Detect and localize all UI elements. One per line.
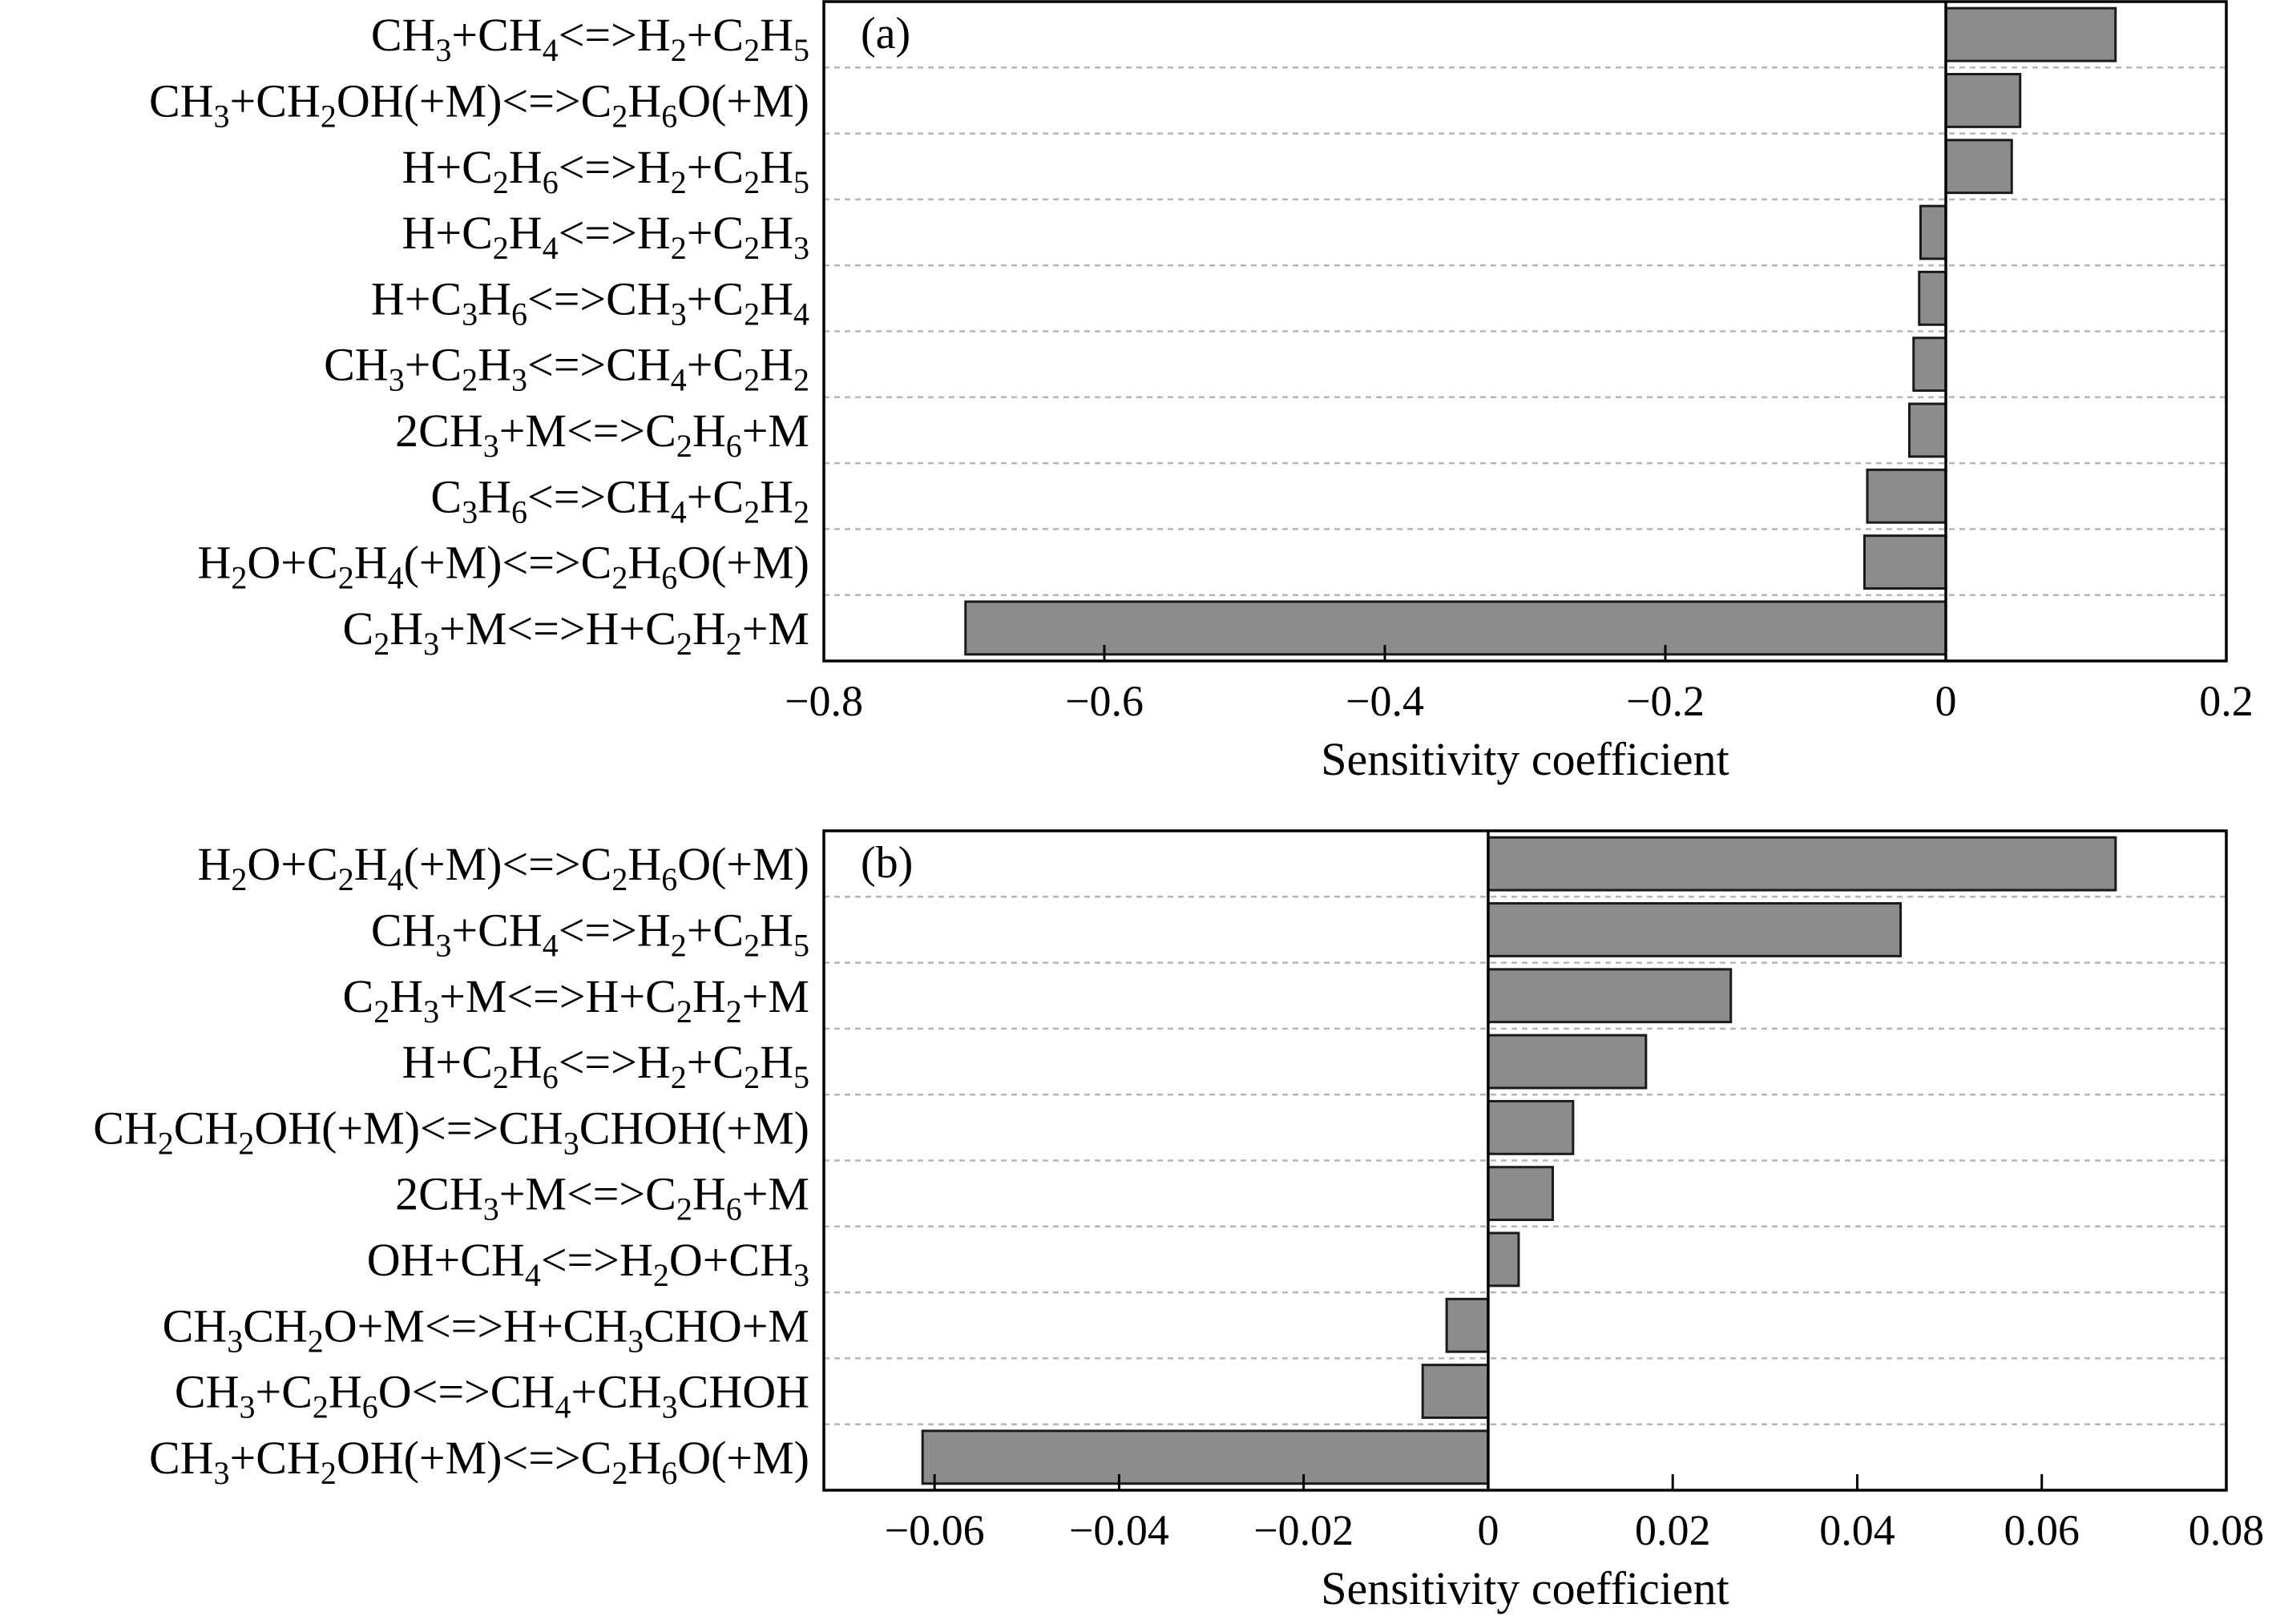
bar-b-5 bbox=[1487, 1099, 1575, 1155]
bar-b-3 bbox=[1487, 968, 1733, 1024]
x-tick-label: 0.04 bbox=[1819, 1506, 1895, 1554]
reaction-label: C2H3+M<=>H+C2H2+M bbox=[343, 602, 809, 662]
bar-a-7 bbox=[1908, 402, 1947, 458]
reaction-label: H+C2H4<=>H2+C2H3 bbox=[402, 207, 809, 266]
reaction-label: CH2CH2OH(+M)<=>CH3CHOH(+M) bbox=[93, 1102, 809, 1161]
bar-a-1 bbox=[1944, 6, 2117, 62]
reaction-label: CH3+CH4<=>H2+C2H5 bbox=[371, 904, 809, 963]
reaction-label: 2CH3+M<=>C2H6+M bbox=[395, 405, 809, 464]
x-tick-label: 0 bbox=[1477, 1506, 1499, 1554]
bar-a-6 bbox=[1912, 336, 1947, 393]
bar-b-2 bbox=[1487, 902, 1903, 957]
bar-a-4 bbox=[1919, 204, 1947, 260]
x-tick-label: 0 bbox=[1935, 677, 1957, 725]
reaction-label: OH+CH4<=>H2O+CH3 bbox=[367, 1234, 809, 1293]
reaction-label: CH3+CH4<=>H2+C2H5 bbox=[371, 9, 809, 68]
bar-a-2 bbox=[1944, 73, 2022, 128]
x-axis-title: Sensitivity coefficient bbox=[1321, 733, 1729, 785]
reaction-label: H+C3H6<=>CH3+C2H4 bbox=[371, 272, 809, 332]
reaction-label: C3H6<=>CH4+C2H2 bbox=[430, 470, 809, 530]
reaction-label: H2O+C2H4(+M)<=>C2H6O(+M) bbox=[198, 537, 809, 596]
bar-a-10 bbox=[964, 600, 1947, 656]
reaction-label: CH3+C2H6O<=>CH4+CH3CHOH bbox=[175, 1366, 809, 1425]
reaction-label: H+C2H6<=>H2+C2H5 bbox=[402, 141, 809, 200]
reaction-label: CH3CH2O+M<=>H+CH3CHO+M bbox=[163, 1300, 809, 1359]
bar-b-6 bbox=[1487, 1166, 1555, 1222]
panel-label: (a) bbox=[861, 9, 910, 58]
x-tick-label: −0.04 bbox=[1069, 1506, 1169, 1554]
plot-frame bbox=[822, 0, 2228, 663]
x-tick-label: 0.2 bbox=[2199, 677, 2254, 725]
panel-a: −0.8 −0.6 −0.4 −0.2 0 0.2 CH3+CH4<=>H2+C2H5 CH3… bbox=[149, 0, 2254, 785]
reaction-label: H2O+C2H4(+M)<=>C2H6O(+M) bbox=[198, 838, 809, 897]
reaction-label: CH3+CH2OH(+M)<=>C2H6O(+M) bbox=[149, 1432, 809, 1491]
x-axis-title: Sensitivity coefficient bbox=[1321, 1562, 1729, 1614]
x-tick-label: 0.08 bbox=[2189, 1506, 2265, 1554]
bar-a-9 bbox=[1863, 534, 1947, 590]
x-tick-label: 0.02 bbox=[1635, 1506, 1711, 1554]
reaction-label: 2CH3+M<=>C2H6+M bbox=[395, 1168, 809, 1227]
reaction-label: CH3+C2H3<=>CH4+C2H2 bbox=[324, 339, 809, 398]
bar-b-9 bbox=[1421, 1364, 1490, 1419]
reaction-label: H+C2H6<=>H2+C2H5 bbox=[402, 1036, 809, 1095]
x-tick-label: −0.8 bbox=[785, 677, 863, 725]
x-tick-label: −0.2 bbox=[1626, 677, 1705, 725]
bar-b-7 bbox=[1487, 1231, 1520, 1288]
bar-a-3 bbox=[1944, 139, 2013, 195]
reaction-label: C2H3+M<=>H+C2H2+M bbox=[343, 970, 809, 1030]
bar-b-1 bbox=[1487, 836, 2117, 892]
x-tick-label: −0.02 bbox=[1253, 1506, 1354, 1554]
bar-b-8 bbox=[1445, 1297, 1490, 1353]
bar-b-10 bbox=[921, 1429, 1490, 1485]
bar-a-5 bbox=[1918, 270, 1947, 326]
reaction-label: CH3+CH2OH(+M)<=>C2H6O(+M) bbox=[149, 75, 809, 134]
plot-frame bbox=[822, 829, 2228, 1492]
panel-b: −0.06 −0.04 −0.02 0 0.02 0.04 0.06 0.08 H2O+C2H4… bbox=[93, 829, 2265, 1614]
x-tick-label: 0.06 bbox=[2004, 1506, 2080, 1554]
x-tick-label: −0.6 bbox=[1065, 677, 1144, 725]
x-tick-label: −0.06 bbox=[885, 1506, 985, 1554]
x-tick-label: −0.4 bbox=[1346, 677, 1424, 725]
bar-a-8 bbox=[1866, 468, 1947, 524]
bar-b-4 bbox=[1487, 1034, 1648, 1090]
panel-label: (b) bbox=[861, 838, 913, 888]
